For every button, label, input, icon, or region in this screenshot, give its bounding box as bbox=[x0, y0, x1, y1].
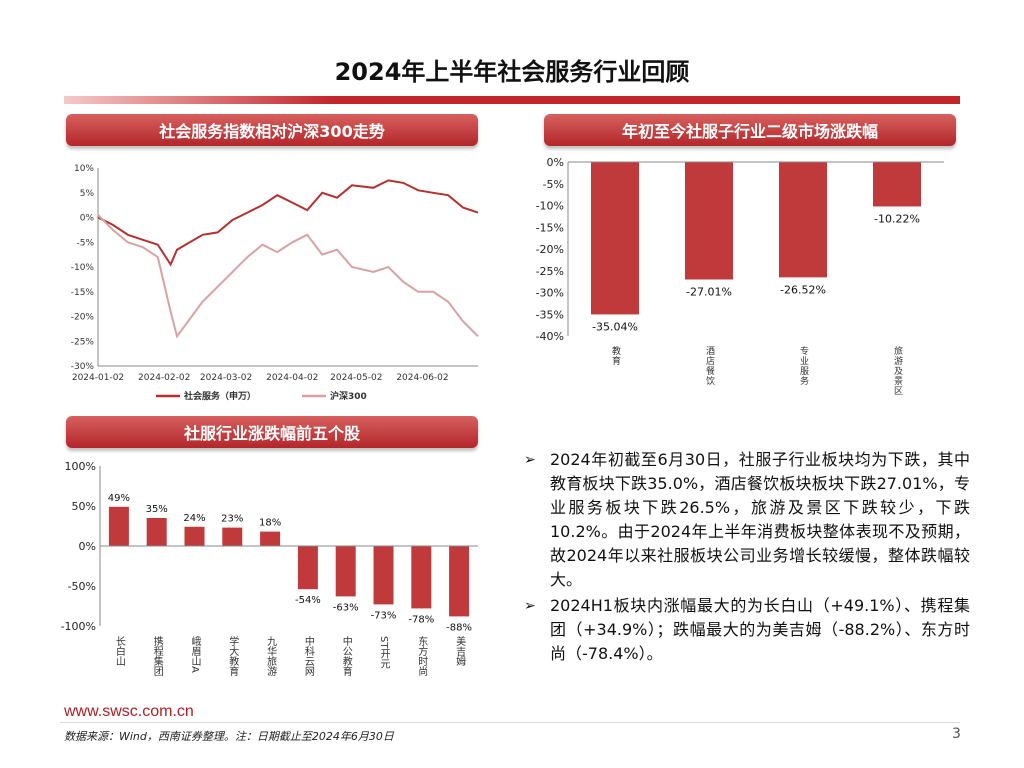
bullet-text: 2024H1板块内涨幅最大的为长白山（+49.1%）、携程集团（+34.9%）；… bbox=[550, 596, 970, 663]
x-tick-label: 2024-02-02 bbox=[138, 373, 190, 383]
category-label: ST开元 bbox=[378, 636, 390, 668]
category-label: 教育 bbox=[610, 345, 621, 366]
y-tick-label: -15% bbox=[536, 221, 564, 234]
bar bbox=[779, 162, 827, 278]
y-tick-label: 50% bbox=[72, 500, 96, 513]
bar bbox=[297, 546, 318, 590]
data-label: 24% bbox=[183, 513, 205, 524]
data-label: -78% bbox=[408, 614, 434, 625]
data-label: -73% bbox=[371, 610, 397, 621]
bullet-text: 2024年初截至6月30日，社服子行业板块均为下跌，其中教育板块下跌35.0%，… bbox=[550, 450, 970, 589]
top5-stocks-chart: 100% 50% 0% -50% -100% 49% 长白山 35% 携程集团 24% 峨眉山A 23… bbox=[61, 460, 478, 677]
category-label: 美吉姆 bbox=[454, 635, 466, 667]
x-tick-label: 2024-05-02 bbox=[330, 373, 382, 383]
arrow-bullet-icon: ➢ bbox=[524, 598, 536, 614]
data-label: -26.52% bbox=[780, 283, 826, 296]
y-tick-label: 100% bbox=[65, 460, 96, 473]
bar bbox=[260, 531, 281, 546]
bar bbox=[222, 527, 243, 546]
y-tick-label: 0% bbox=[547, 156, 564, 169]
bar bbox=[873, 162, 921, 207]
category-label: 携程集团 bbox=[151, 635, 163, 677]
y-tick-label: -25% bbox=[71, 337, 95, 347]
bar bbox=[108, 506, 129, 546]
y-tick-label: -10% bbox=[71, 263, 95, 273]
category-label: 酒店餐饮 bbox=[704, 346, 715, 386]
x-tick-label: 2024-04-02 bbox=[266, 373, 318, 383]
data-label: -35.04% bbox=[592, 320, 638, 333]
category-label: 长白山 bbox=[113, 636, 125, 666]
y-tick-label: 10% bbox=[74, 164, 94, 174]
data-label: 35% bbox=[146, 504, 168, 515]
data-label: -54% bbox=[295, 595, 321, 606]
bar bbox=[411, 546, 432, 609]
x-tick-label: 2024-06-02 bbox=[396, 373, 448, 383]
category-label: 九华旅游 bbox=[265, 636, 277, 677]
y-tick-label: -5% bbox=[543, 178, 564, 191]
footer-divider bbox=[60, 722, 960, 723]
y-tick-label: -20% bbox=[536, 243, 564, 256]
y-tick-label: -5% bbox=[76, 238, 94, 248]
y-tick-label: -100% bbox=[61, 620, 96, 633]
page-number: 3 bbox=[952, 726, 961, 742]
data-label: -63% bbox=[333, 602, 359, 613]
bar bbox=[146, 518, 167, 546]
bullet-item: ➢ 2024年初截至6月30日，社服子行业板块均为下跌，其中教育板块下跌35.0… bbox=[524, 448, 970, 592]
legend-label: 沪深300 bbox=[330, 390, 367, 402]
y-tick-label: -25% bbox=[536, 265, 564, 278]
y-tick-label: -35% bbox=[536, 308, 564, 321]
series-line bbox=[97, 214, 479, 339]
legend-label: 社会服务（申万） bbox=[183, 390, 256, 402]
bar bbox=[685, 162, 733, 280]
category-label: 峨眉山A bbox=[189, 636, 201, 673]
category-label: 中科云网 bbox=[302, 635, 314, 677]
data-label: 18% bbox=[259, 518, 281, 529]
y-tick-label: -10% bbox=[536, 200, 564, 213]
x-tick-label: 2024-01-02 bbox=[72, 373, 124, 383]
website-logo: www.swsc.com.cn bbox=[64, 703, 194, 720]
data-label: -88% bbox=[446, 622, 472, 633]
bar bbox=[335, 546, 356, 597]
category-label: 学大教育 bbox=[227, 635, 239, 677]
bar bbox=[373, 546, 394, 605]
y-tick-label: 5% bbox=[80, 189, 95, 199]
category-label: 专业服务 bbox=[798, 345, 809, 386]
x-tick-label: 2024-03-02 bbox=[200, 373, 252, 383]
trend-section-title: 社会服务指数相对沪深300走势 bbox=[66, 114, 478, 146]
y-tick-label: 0% bbox=[79, 540, 96, 553]
page-title: 2024年上半年社会服务行业回顾 bbox=[334, 58, 690, 86]
y-tick-label: -30% bbox=[536, 287, 564, 300]
arrow-bullet-icon: ➢ bbox=[524, 452, 536, 468]
data-label: -27.01% bbox=[686, 285, 732, 298]
category-label: 旅游及景区 bbox=[892, 345, 903, 396]
y-tick-label: -30% bbox=[71, 362, 95, 372]
category-label: 东方时尚 bbox=[416, 635, 428, 677]
series-line bbox=[97, 179, 479, 267]
sub-section-title: 年初至今社服子行业二级市场涨跌幅 bbox=[544, 114, 956, 146]
data-label: 49% bbox=[108, 493, 130, 504]
top5-section-title: 社服行业涨跌幅前五个股 bbox=[66, 416, 478, 448]
data-label: -10.22% bbox=[874, 212, 920, 225]
bar bbox=[184, 526, 205, 546]
y-tick-label: -40% bbox=[536, 330, 564, 343]
sub-industry-chart: 0% -5% -10% -15% -20% -25% -30% -35% -40% -35.04%… bbox=[536, 156, 944, 396]
y-tick-label: -20% bbox=[71, 313, 95, 323]
y-tick-label: -50% bbox=[68, 580, 96, 593]
source-note: 数据来源：Wind，西南证券整理。注：日期截止至2024年6月30日 bbox=[64, 730, 394, 743]
bar bbox=[449, 546, 470, 617]
commentary: ➢ 2024年初截至6月30日，社服子行业板块均为下跌，其中教育板块下跌35.0… bbox=[524, 448, 970, 668]
bullet-item: ➢ 2024H1板块内涨幅最大的为长白山（+49.1%）、携程集团（+34.9%… bbox=[524, 594, 970, 666]
y-tick-label: -15% bbox=[71, 288, 95, 298]
trend-chart: 10% 5% 0% -5% -10% -15% -20% -25% -30%2024-01-02… bbox=[71, 164, 479, 402]
category-label: 中公教育 bbox=[340, 635, 352, 677]
title-divider bbox=[64, 96, 960, 104]
y-tick-label: 0% bbox=[80, 214, 95, 224]
bar bbox=[591, 162, 639, 315]
data-label: 23% bbox=[221, 514, 243, 525]
